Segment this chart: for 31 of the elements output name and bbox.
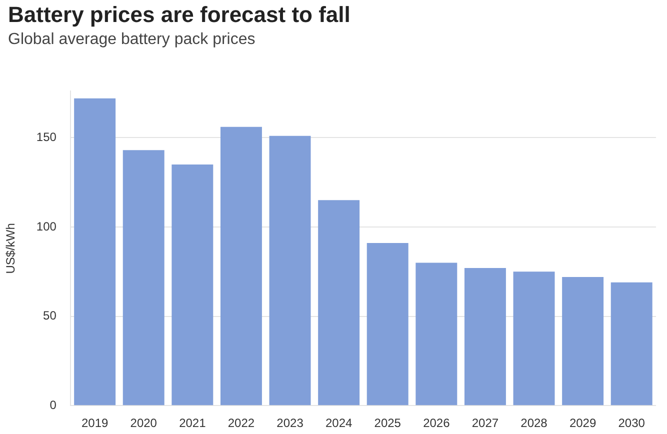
- bar: [74, 98, 116, 406]
- x-tick-label: 2022: [228, 416, 255, 430]
- bar: [610, 282, 652, 406]
- x-tick-label: 2029: [569, 416, 596, 430]
- y-tick-label: 50: [43, 308, 57, 323]
- x-tick-label: 2024: [325, 416, 352, 430]
- x-tick-label: 2025: [374, 416, 402, 430]
- y-tick-label: 100: [36, 219, 57, 234]
- bar: [318, 200, 360, 406]
- y-axis-title: US$/kWh: [4, 223, 18, 274]
- bar: [366, 243, 408, 406]
- chart-title: Battery prices are forecast to fall: [8, 2, 350, 28]
- y-tick-label: 150: [36, 130, 57, 144]
- x-tick-label: 2019: [81, 416, 108, 430]
- bar: [562, 276, 604, 406]
- x-tick-label: 2027: [472, 416, 499, 430]
- x-tick-label: 2026: [423, 416, 450, 430]
- chart-subtitle: Global average battery pack prices: [8, 31, 256, 49]
- bar: [416, 262, 458, 406]
- x-tick-label: 2023: [276, 416, 304, 430]
- bar: [464, 268, 506, 406]
- x-tick-label: 2020: [130, 416, 158, 430]
- y-tick-label: 0: [50, 398, 57, 412]
- x-tick-label: 2021: [179, 416, 206, 430]
- x-tick-label: 2028: [520, 416, 548, 430]
- x-tick-label: 2030: [618, 416, 646, 430]
- bar: [220, 126, 262, 406]
- bar: [269, 136, 311, 406]
- bar: [122, 150, 164, 406]
- bar: [172, 164, 214, 406]
- bar: [513, 272, 555, 406]
